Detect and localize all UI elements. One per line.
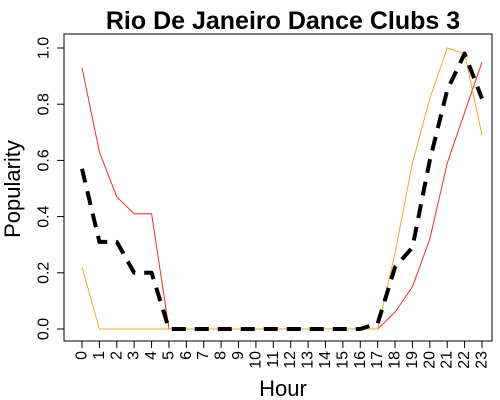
series-line-3 [80, 51, 484, 331]
y-axis: 0.0 0.2 0.4 0.6 0.8 1.0 [36, 37, 65, 340]
series-line-2 [81, 47, 483, 330]
x-tick-label: 12 [282, 351, 299, 369]
x-tick-label: 7 [195, 351, 212, 360]
x-tick-label: 9 [230, 351, 247, 360]
y-tick-label: 0.0 [36, 318, 53, 340]
x-axis: 0 1 2 3 4 5 6 7 8 9 10 11 12 13 14 15 16 17 18 19 20 21 22 23 [74, 340, 491, 369]
x-tick-label: 13 [300, 351, 317, 369]
x-tick-label: 21 [439, 351, 456, 369]
x-tick-label: 3 [126, 351, 143, 360]
y-tick-label: 0.4 [36, 205, 53, 227]
x-tick-label: 5 [160, 351, 177, 360]
x-tick-label: 10 [247, 351, 264, 369]
x-tick-label: 18 [387, 351, 404, 369]
x-tick-label: 16 [352, 351, 369, 369]
x-tick-label: 0 [74, 351, 91, 360]
y-tick-label: 0.8 [36, 93, 53, 115]
x-tick-label: 19 [404, 351, 421, 369]
x-tick-label: 15 [334, 351, 351, 369]
x-tick-label: 22 [456, 351, 473, 369]
plot-frame [63, 33, 493, 342]
x-tick-label: 1 [91, 351, 108, 360]
x-tick-label: 20 [421, 351, 438, 369]
y-tick-label: 0.6 [36, 149, 53, 171]
series-layer [80, 47, 484, 331]
x-tick-label: 4 [143, 351, 160, 360]
x-tick-label: 8 [213, 351, 230, 360]
x-tick-label: 2 [108, 351, 125, 360]
chart-title: Rio De Janeiro Dance Clubs 3 [106, 7, 460, 35]
x-axis-label: Hour [259, 376, 307, 400]
x-tick-label: 6 [178, 351, 195, 360]
y-tick-label: 1.0 [36, 37, 53, 59]
x-tick-label: 11 [265, 351, 282, 368]
series-line-1 [81, 61, 483, 330]
x-tick-label: 23 [474, 351, 491, 369]
x-tick-label: 17 [369, 351, 386, 369]
y-axis-label: Popularity [0, 140, 25, 238]
y-tick-label: 0.2 [36, 262, 53, 284]
x-tick-label: 14 [317, 351, 334, 369]
